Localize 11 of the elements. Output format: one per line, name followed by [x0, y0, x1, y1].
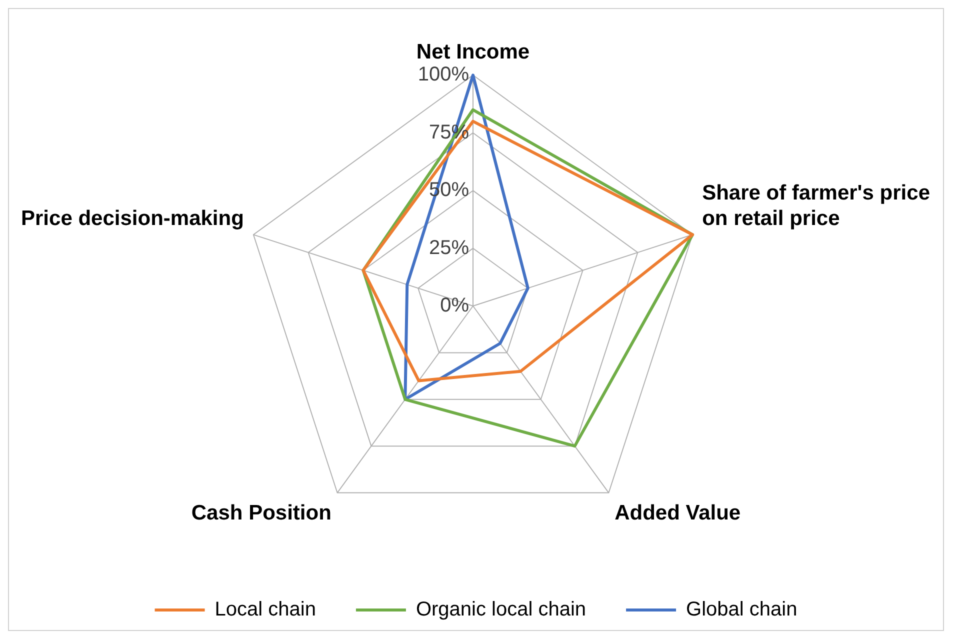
legend-label: Organic local chain: [416, 598, 586, 621]
y-tick-label: 100%: [418, 64, 470, 86]
spoke-label: Price decision-making: [21, 206, 244, 230]
y-tick-label: 0%: [440, 294, 470, 317]
spoke-label: Net Income: [416, 40, 530, 64]
spoke-label: Added Value: [614, 501, 741, 524]
legend-label: Local chain: [214, 598, 316, 621]
spoke-label: Cash Position: [191, 501, 332, 524]
legend-label: Global chain: [686, 598, 798, 621]
spoke-label: Share of farmer's price on retail price: [702, 182, 930, 230]
y-tick-label: 25%: [428, 236, 470, 259]
